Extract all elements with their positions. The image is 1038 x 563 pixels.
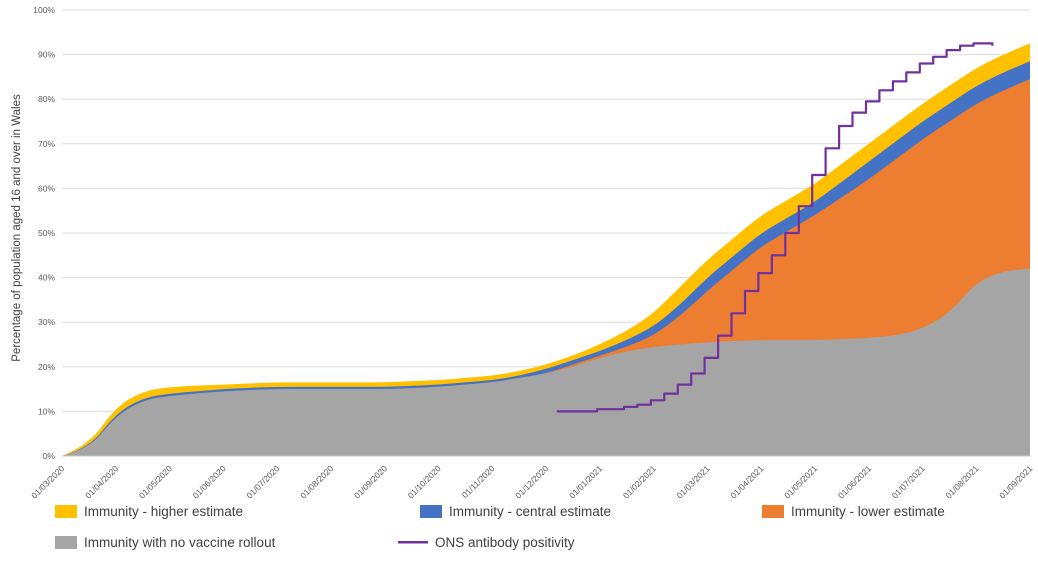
legend-swatch-central-estimate (420, 505, 442, 518)
svg-text:01/04/2021: 01/04/2021 (728, 463, 765, 500)
svg-text:01/06/2020: 01/06/2020 (191, 463, 228, 500)
svg-text:100%: 100% (33, 5, 55, 15)
svg-text:01/11/2020: 01/11/2020 (460, 463, 497, 500)
svg-text:01/05/2021: 01/05/2021 (782, 463, 819, 500)
svg-text:01/06/2021: 01/06/2021 (836, 463, 873, 500)
svg-text:01/01/2021: 01/01/2021 (567, 463, 604, 500)
legend-label-lower-estimate: Immunity - lower estimate (791, 504, 945, 519)
legend-item-ons-antibody: ONS antibody positivity (398, 535, 575, 550)
legend-item-higher-estimate: Immunity - higher estimate (55, 504, 243, 519)
svg-text:60%: 60% (38, 183, 55, 193)
chart-plot-area: 0% 10% 20% 30% 40% 50% 60% 70% 80% 90% 100% 01/03/2… (29, 5, 1034, 500)
svg-text:90%: 90% (38, 50, 55, 60)
legend-item-central-estimate: Immunity - central estimate (420, 504, 611, 519)
legend-swatch-lower-estimate (762, 505, 784, 518)
legend-line-swatch-ons-antibody (398, 541, 428, 544)
svg-text:10%: 10% (38, 406, 55, 416)
svg-text:80%: 80% (38, 94, 55, 104)
svg-text:01/04/2020: 01/04/2020 (83, 463, 120, 500)
legend-item-lower-estimate: Immunity - lower estimate (762, 504, 945, 519)
svg-text:40%: 40% (38, 273, 55, 283)
legend-label-higher-estimate: Immunity - higher estimate (84, 504, 244, 519)
svg-text:01/08/2020: 01/08/2020 (298, 463, 335, 500)
svg-text:30%: 30% (38, 317, 55, 327)
legend-label-ons-antibody: ONS antibody positivity (435, 535, 575, 550)
svg-text:01/12/2020: 01/12/2020 (513, 463, 550, 500)
svg-text:01/07/2020: 01/07/2020 (244, 463, 281, 500)
svg-text:01/05/2020: 01/05/2020 (137, 463, 174, 500)
legend-label-central-estimate: Immunity - central estimate (449, 504, 612, 519)
svg-text:01/09/2020: 01/09/2020 (352, 463, 389, 500)
svg-text:20%: 20% (38, 362, 55, 372)
svg-text:01/03/2021: 01/03/2021 (675, 463, 712, 500)
legend-swatch-higher-estimate (55, 505, 77, 518)
svg-text:70%: 70% (38, 139, 55, 149)
svg-text:01/10/2020: 01/10/2020 (406, 463, 443, 500)
legend-swatch-no-vaccine (55, 536, 77, 549)
svg-text:50%: 50% (38, 228, 55, 238)
svg-text:01/03/2020: 01/03/2020 (29, 463, 66, 500)
svg-text:0%: 0% (43, 451, 56, 461)
legend-item-no-vaccine: Immunity with no vaccine rollout (55, 535, 275, 550)
svg-text:01/09/2021: 01/09/2021 (997, 463, 1034, 500)
svg-text:01/08/2021: 01/08/2021 (943, 463, 980, 500)
legend-label-no-vaccine: Immunity with no vaccine rollout (84, 535, 276, 550)
svg-text:01/02/2021: 01/02/2021 (621, 463, 658, 500)
svg-text:01/07/2021: 01/07/2021 (890, 463, 927, 500)
